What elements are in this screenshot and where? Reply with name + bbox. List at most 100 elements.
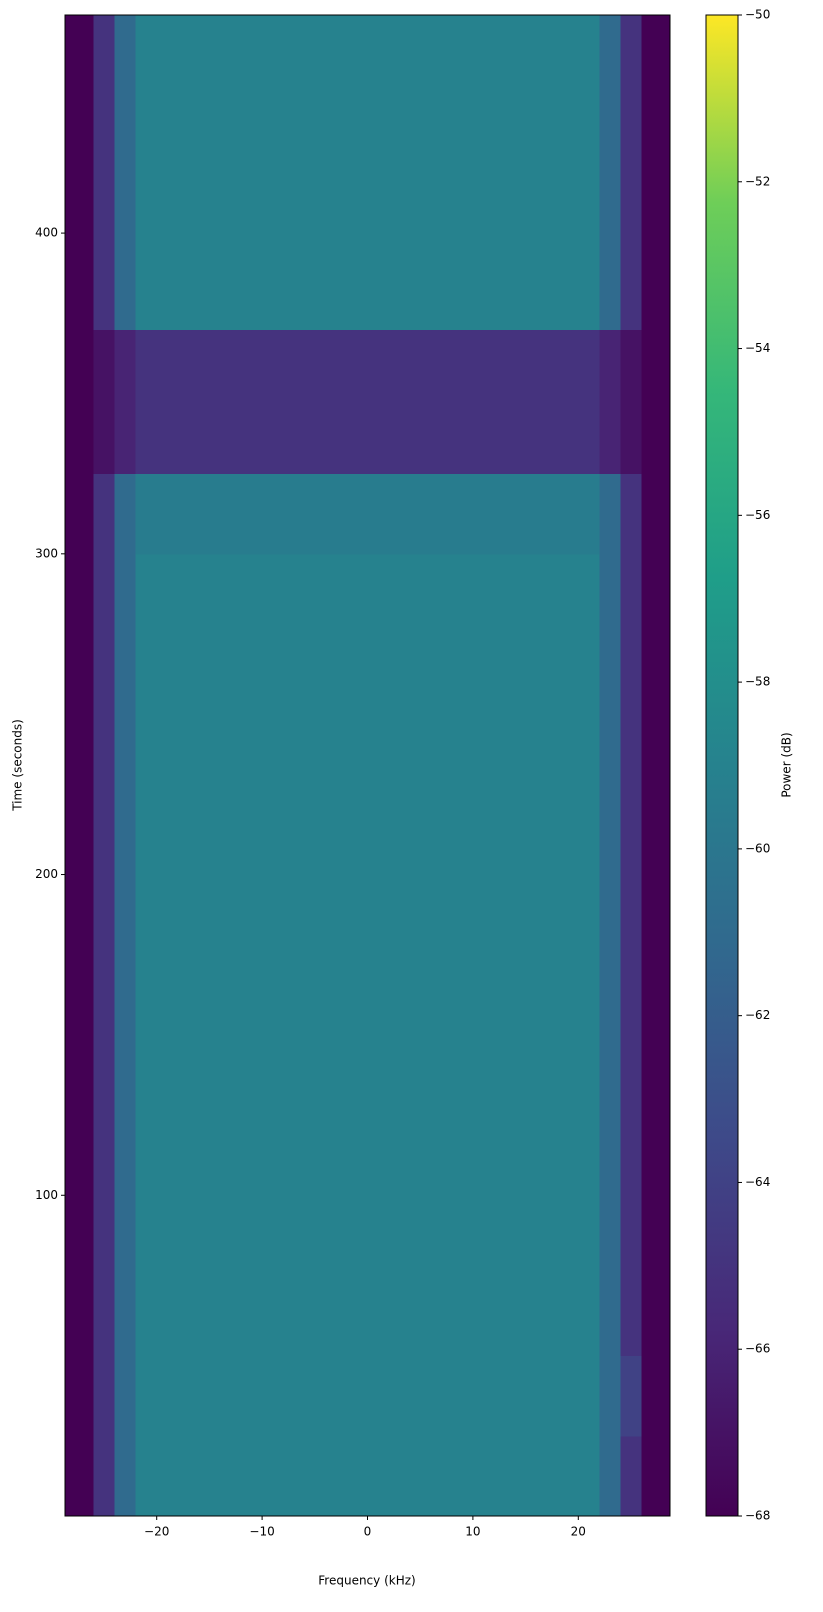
colorbar-label: Power (dB) bbox=[780, 732, 794, 797]
heatmap-cell bbox=[641, 233, 671, 330]
heatmap-cell bbox=[65, 1034, 94, 1196]
heatmap-cell bbox=[65, 233, 94, 330]
heatmap-cell bbox=[65, 1355, 94, 1437]
heatmap-cell bbox=[599, 329, 621, 475]
heatmap-cell bbox=[114, 329, 137, 475]
heatmap-cell bbox=[93, 1195, 116, 1357]
heatmap-cell bbox=[641, 15, 671, 106]
heatmap-cell bbox=[65, 874, 94, 1036]
heatmap-cell bbox=[599, 233, 621, 330]
heatmap-cell bbox=[114, 714, 137, 876]
heatmap-cell bbox=[641, 1195, 671, 1357]
colorbar bbox=[705, 14, 739, 1517]
heatmap-cell bbox=[620, 329, 643, 475]
heatmap-cell bbox=[114, 233, 137, 330]
colorbar-tick-label: −68 bbox=[745, 1509, 770, 1523]
heatmap-cell bbox=[599, 1034, 621, 1196]
heatmap-cell bbox=[93, 15, 116, 106]
heatmap-cell bbox=[93, 714, 116, 876]
heatmap-cell bbox=[93, 473, 116, 555]
heatmap-cell bbox=[135, 1195, 600, 1357]
heatmap-cell bbox=[599, 1355, 621, 1437]
heatmap-cell bbox=[65, 553, 94, 715]
heatmap-cell bbox=[114, 473, 137, 555]
colorbar-tick-label: −64 bbox=[745, 1175, 770, 1189]
heatmap-cell bbox=[93, 1355, 116, 1437]
heatmap-cell bbox=[641, 553, 671, 715]
colorbar-tick-label: −62 bbox=[745, 1008, 770, 1022]
heatmap-cell bbox=[620, 233, 643, 330]
heatmap-cell bbox=[93, 104, 116, 234]
colorbar-tick-label: −54 bbox=[745, 341, 770, 355]
heatmap-cell bbox=[641, 329, 671, 475]
heatmap-cell bbox=[620, 553, 643, 715]
heatmap-cell bbox=[641, 1034, 671, 1196]
y-axis-label: Time (seconds) bbox=[11, 719, 25, 812]
heatmap-cell bbox=[135, 714, 600, 876]
heatmap-cell bbox=[114, 1435, 137, 1517]
heatmap-cell bbox=[620, 714, 643, 876]
heatmap-cell bbox=[114, 874, 137, 1036]
heatmap-cell bbox=[93, 553, 116, 715]
heatmap-cell bbox=[114, 15, 137, 106]
heatmap-cell bbox=[93, 329, 116, 475]
heatmap-cell bbox=[114, 553, 137, 715]
colorbar-tick-label: −66 bbox=[745, 1342, 770, 1356]
heatmap-cell bbox=[135, 1355, 600, 1437]
x-tick-label: −20 bbox=[144, 1525, 169, 1539]
heatmap-cell bbox=[641, 714, 671, 876]
heatmap-cell bbox=[599, 104, 621, 234]
x-tick-label: 20 bbox=[571, 1525, 586, 1539]
heatmap-cell bbox=[135, 15, 600, 106]
heatmap-cell bbox=[620, 1195, 643, 1357]
x-tick-label: 10 bbox=[465, 1525, 480, 1539]
heatmap-cell bbox=[65, 329, 94, 475]
heatmap-cell bbox=[65, 1435, 94, 1517]
y-tick-label: 200 bbox=[35, 867, 58, 881]
y-tick-label: 300 bbox=[35, 546, 58, 560]
colorbar-tick-label: −58 bbox=[745, 675, 770, 689]
heatmap-cell bbox=[93, 1034, 116, 1196]
y-tick-label: 400 bbox=[35, 226, 58, 240]
heatmap-cell bbox=[599, 473, 621, 555]
heatmap-cell bbox=[135, 473, 600, 555]
heatmap-cell bbox=[135, 874, 600, 1036]
heatmap-cell bbox=[641, 874, 671, 1036]
colorbar-tick-label: −56 bbox=[745, 508, 770, 522]
heatmap-cell bbox=[114, 104, 137, 234]
heatmap-cell bbox=[620, 473, 643, 555]
heatmap-cell bbox=[620, 874, 643, 1036]
heatmap-cell bbox=[599, 1435, 621, 1517]
heatmap-cell bbox=[620, 1435, 643, 1517]
heatmap-cell bbox=[135, 553, 600, 715]
heatmap-cell bbox=[641, 104, 671, 234]
heatmap-cell bbox=[135, 104, 600, 234]
x-axis-label: Frequency (kHz) bbox=[318, 1574, 415, 1588]
heatmap-cell bbox=[599, 15, 621, 106]
heatmap-cell bbox=[135, 1034, 600, 1196]
colorbar-tick-label: −50 bbox=[745, 8, 770, 22]
heatmap-cell bbox=[599, 714, 621, 876]
heatmap-cell bbox=[641, 1355, 671, 1437]
heatmap-cell bbox=[620, 15, 643, 106]
heatmap-cell bbox=[599, 874, 621, 1036]
heatmap-cell bbox=[135, 329, 600, 475]
colorbar-tick-label: −52 bbox=[745, 174, 770, 188]
x-tick-label: −10 bbox=[249, 1525, 274, 1539]
heatmap-cell bbox=[620, 1355, 643, 1437]
heatmap-cell bbox=[620, 1034, 643, 1196]
heatmap-cell bbox=[93, 233, 116, 330]
heatmap-cell bbox=[620, 104, 643, 234]
heatmap-cell bbox=[114, 1195, 137, 1357]
heatmap-cell bbox=[93, 874, 116, 1036]
heatmap-cell bbox=[114, 1034, 137, 1196]
heatmap-cell bbox=[135, 1435, 600, 1517]
heatmap-cell bbox=[93, 1435, 116, 1517]
colorbar-tick-label: −60 bbox=[745, 841, 770, 855]
heatmap-cell bbox=[599, 553, 621, 715]
x-tick-label: 0 bbox=[364, 1525, 372, 1539]
heatmap-cell bbox=[114, 1355, 137, 1437]
y-tick-label: 100 bbox=[35, 1188, 58, 1202]
heatmap-cell bbox=[65, 15, 94, 106]
